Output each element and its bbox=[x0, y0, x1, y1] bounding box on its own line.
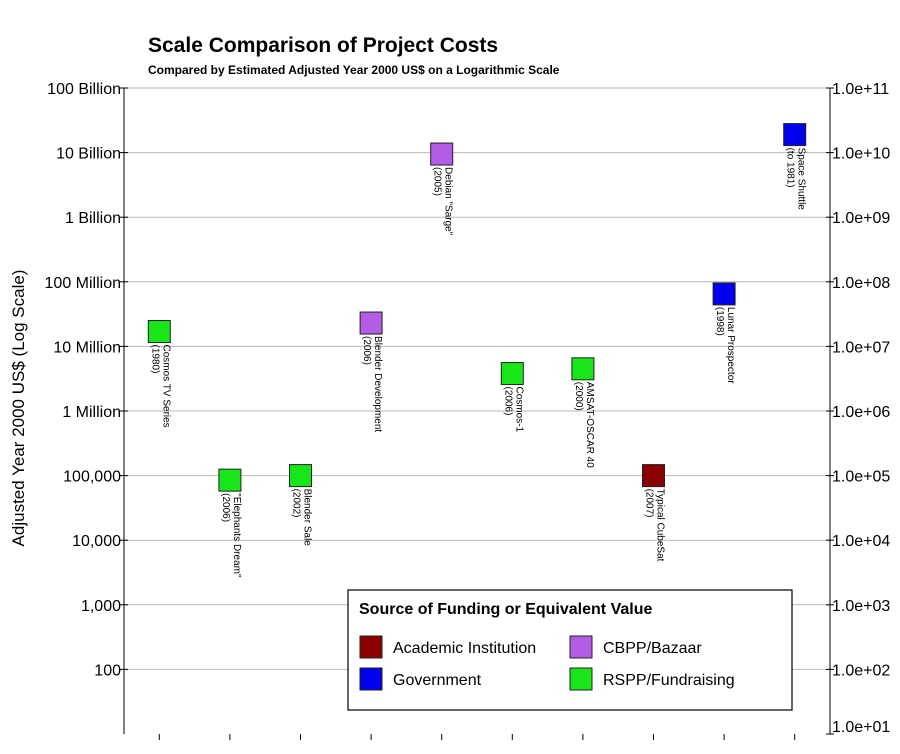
legend-entry-label: RSPP/Fundraising bbox=[603, 672, 735, 689]
data-point-label-line: Lunar Prospector bbox=[725, 307, 736, 384]
axes: 100 1,000 10,000 100,000 1 Million 10 Million… bbox=[45, 81, 890, 740]
data-point-marker bbox=[712, 282, 736, 306]
data-point-label-line: AMSAT-OSCAR 40 bbox=[584, 382, 595, 468]
legend: Source of Funding or Equivalent Value Aca… bbox=[347, 589, 793, 711]
data-point-label: AMSAT-OSCAR 40(2000) bbox=[573, 382, 595, 468]
data-point-marker bbox=[430, 142, 454, 166]
data-point-label-line: (2000) bbox=[573, 382, 584, 411]
right-tick-label: 1.0e+08 bbox=[832, 275, 890, 292]
data-point-label-line: Blender Development bbox=[372, 336, 383, 432]
right-tick-label: 1.0e+09 bbox=[832, 210, 890, 227]
data-point-label-line: Debian "Sarge" bbox=[443, 167, 454, 236]
legend-title: Source of Funding or Equivalent Value bbox=[359, 601, 652, 618]
right-tick-label: 1.0e+06 bbox=[832, 404, 890, 421]
data-point-marker bbox=[571, 357, 595, 381]
data-point-label: "Elephants Dream"(2006) bbox=[220, 493, 242, 578]
left-tick-label: 1,000 bbox=[81, 598, 121, 615]
left-tick-label: 100 Million bbox=[45, 275, 121, 292]
data-point-label-line: Typical CubeSat bbox=[655, 489, 666, 562]
data-point-label-line: (2007) bbox=[644, 489, 655, 518]
left-tick-label: 100 bbox=[94, 662, 121, 679]
data-point-label-line: Blender Sale bbox=[302, 489, 313, 547]
legend-swatch bbox=[359, 667, 383, 691]
data-point-label-line: Cosmos-1 bbox=[513, 387, 524, 433]
data-point-marker bbox=[289, 464, 312, 488]
legend-swatch bbox=[569, 667, 593, 691]
left-tick-label: 10,000 bbox=[72, 533, 121, 550]
y-axis-label: Adjusted Year 2000 US$ (Log Scale) bbox=[9, 270, 28, 547]
left-tick-label: 1 Million bbox=[62, 404, 121, 421]
data-point-label-line: (2005) bbox=[432, 167, 443, 196]
data-point-label: Blender Sale(2002) bbox=[291, 489, 313, 547]
left-tick-label: 1 Billion bbox=[65, 210, 121, 227]
left-tick-label: 100 Billion bbox=[47, 81, 121, 98]
data-point-label-line: (1998) bbox=[714, 307, 725, 336]
data-point-label-line: "Elephants Dream" bbox=[231, 493, 242, 578]
data-point-label-line: (2002) bbox=[291, 489, 302, 518]
right-tick-label: 1.0e+11 bbox=[832, 81, 889, 98]
chart-subtitle: Compared by Estimated Adjusted Year 2000… bbox=[148, 63, 560, 77]
data-point-marker bbox=[218, 468, 242, 492]
data-point-label: Cosmos-1(2006) bbox=[502, 387, 524, 433]
data-point-label-line: Cosmos TV Series bbox=[160, 345, 171, 428]
data-point-marker bbox=[500, 362, 524, 386]
left-tick-label: 10 Million bbox=[53, 339, 121, 356]
legend-swatch bbox=[359, 635, 383, 659]
left-tick-label: 10 Billion bbox=[56, 146, 121, 163]
data-point-label: Blender Development(2006) bbox=[361, 336, 383, 432]
data-point-label: Lunar Prospector(1998) bbox=[714, 307, 736, 384]
data-point-marker bbox=[359, 311, 383, 335]
legend-swatch bbox=[569, 635, 593, 659]
data-points: Cosmos TV Series(1980)"Elephants Dream"(… bbox=[147, 123, 807, 578]
legend-entry-label: Academic Institution bbox=[393, 640, 536, 657]
data-point-label-line: (2006) bbox=[220, 493, 231, 522]
data-point-label: Debian "Sarge"(2005) bbox=[432, 167, 454, 236]
right-tick-label: 1.0e+05 bbox=[832, 469, 890, 486]
data-point-label-line: (1980) bbox=[149, 345, 160, 374]
data-point-marker bbox=[147, 320, 171, 344]
right-tick-label: 1.0e+03 bbox=[832, 598, 890, 615]
gridlines bbox=[124, 87, 830, 670]
data-point-label-line: Space Shuttle bbox=[796, 148, 807, 211]
left-tick-label: 100,000 bbox=[63, 469, 121, 486]
legend-entry-label: CBPP/Bazaar bbox=[603, 640, 702, 657]
data-point-label: Space Shuttle(to 1981) bbox=[785, 148, 807, 211]
data-point-label: Cosmos TV Series(1980) bbox=[149, 345, 171, 428]
right-tick-label: 1.0e+07 bbox=[832, 339, 890, 356]
right-tick-label: 1.0e+10 bbox=[832, 146, 890, 163]
data-point-label-line: (2006) bbox=[502, 387, 513, 416]
chart-title: Scale Comparison of Project Costs bbox=[148, 34, 498, 57]
data-point-marker bbox=[642, 464, 665, 488]
data-point-label-line: (to 1981) bbox=[785, 148, 796, 188]
right-tick-label: 1.0e+01 bbox=[832, 719, 890, 736]
right-tick-label: 1.0e+02 bbox=[832, 662, 890, 679]
right-tick-label: 1.0e+04 bbox=[832, 533, 890, 550]
data-point-label-line: (2006) bbox=[361, 336, 372, 365]
data-point-marker bbox=[783, 123, 807, 147]
legend-entry-label: Government bbox=[393, 672, 482, 689]
data-point-label: Typical CubeSat(2007) bbox=[644, 489, 666, 562]
